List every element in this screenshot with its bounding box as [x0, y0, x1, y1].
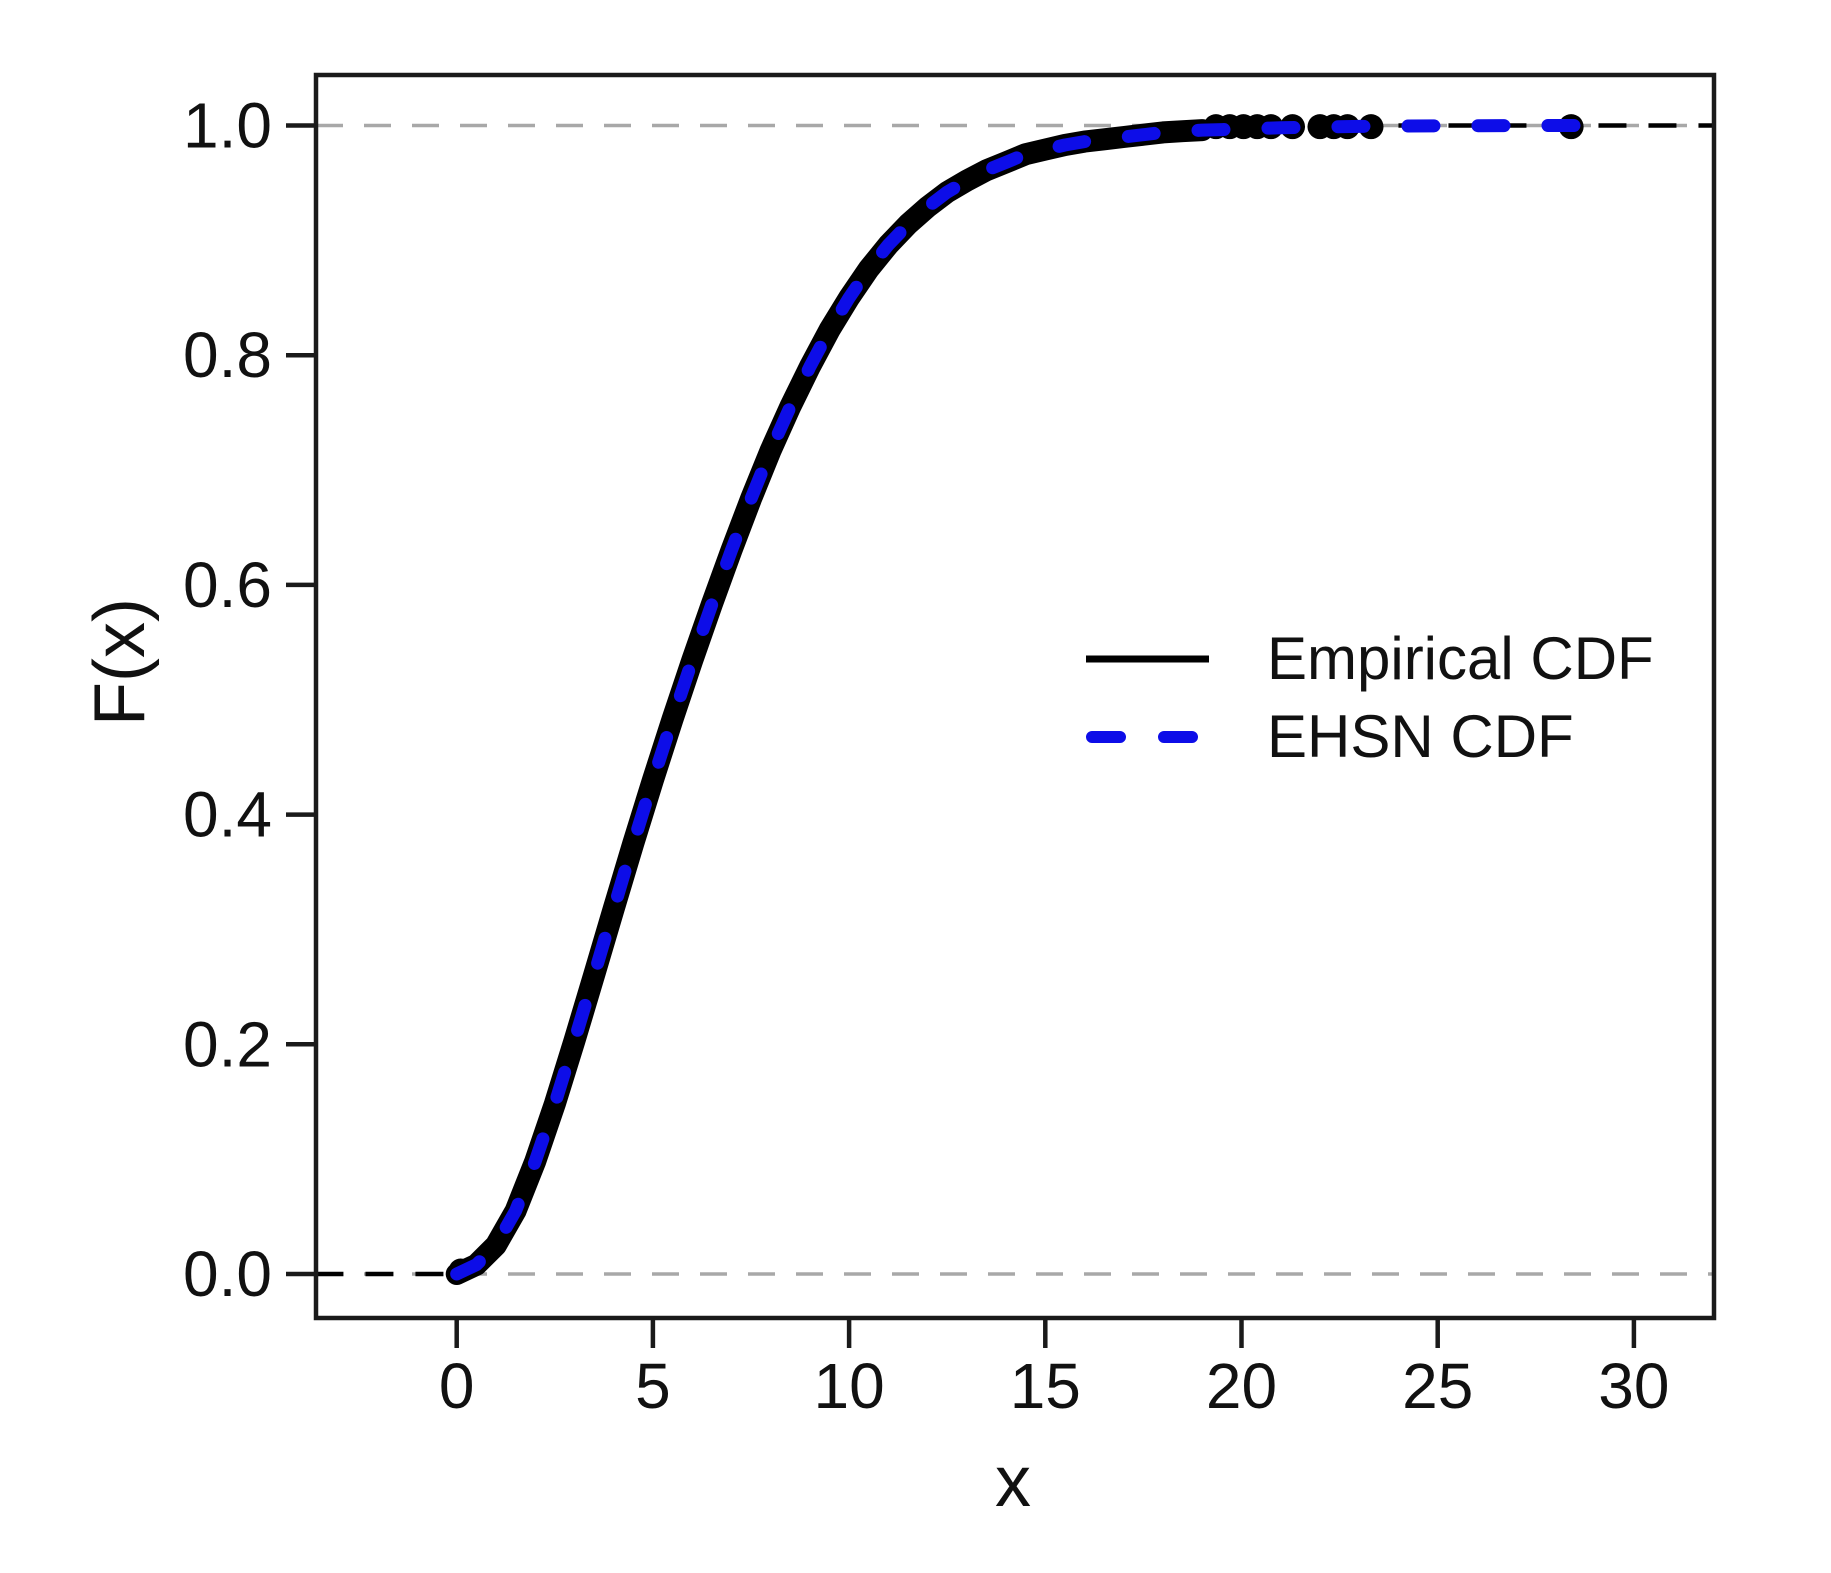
- solid-line-sample-icon: [1086, 655, 1209, 663]
- x-tick-label: 10: [814, 1350, 885, 1422]
- x-tick-label: 5: [635, 1350, 671, 1422]
- y-axis-title: F(x): [80, 598, 160, 726]
- x-tick-label: 0: [439, 1350, 475, 1422]
- dashed-line-sample-icon: [1086, 731, 1210, 743]
- x-tick-label: 25: [1402, 1350, 1473, 1422]
- y-tick-label: 0.8: [183, 319, 272, 391]
- y-tick-label: 0.0: [183, 1238, 272, 1310]
- legend-row-empirical: Empirical CDF: [1085, 620, 1654, 698]
- ehsn-cdf-curve: [450, 119, 1602, 1281]
- y-tick-label: 1.0: [183, 90, 272, 162]
- y-tick-label: 0.6: [183, 549, 272, 621]
- legend-label-empirical-cdf: Empirical CDF: [1267, 625, 1654, 692]
- plot-box: [313, 72, 1717, 1321]
- y-tick-label: 0.2: [183, 1008, 272, 1080]
- legend-row-ehsn: EHSN CDF: [1085, 698, 1654, 776]
- y-tick-label: 0.4: [183, 779, 272, 851]
- x-axis-title: x: [995, 1442, 1031, 1522]
- x-tick-label: 30: [1598, 1350, 1669, 1422]
- legend: Empirical CDF EHSN CDF: [1085, 620, 1654, 776]
- legend-label-ehsn-cdf: EHSN CDF: [1267, 703, 1574, 770]
- x-tick-label: 15: [1010, 1350, 1081, 1422]
- x-tick-label: 20: [1206, 1350, 1277, 1422]
